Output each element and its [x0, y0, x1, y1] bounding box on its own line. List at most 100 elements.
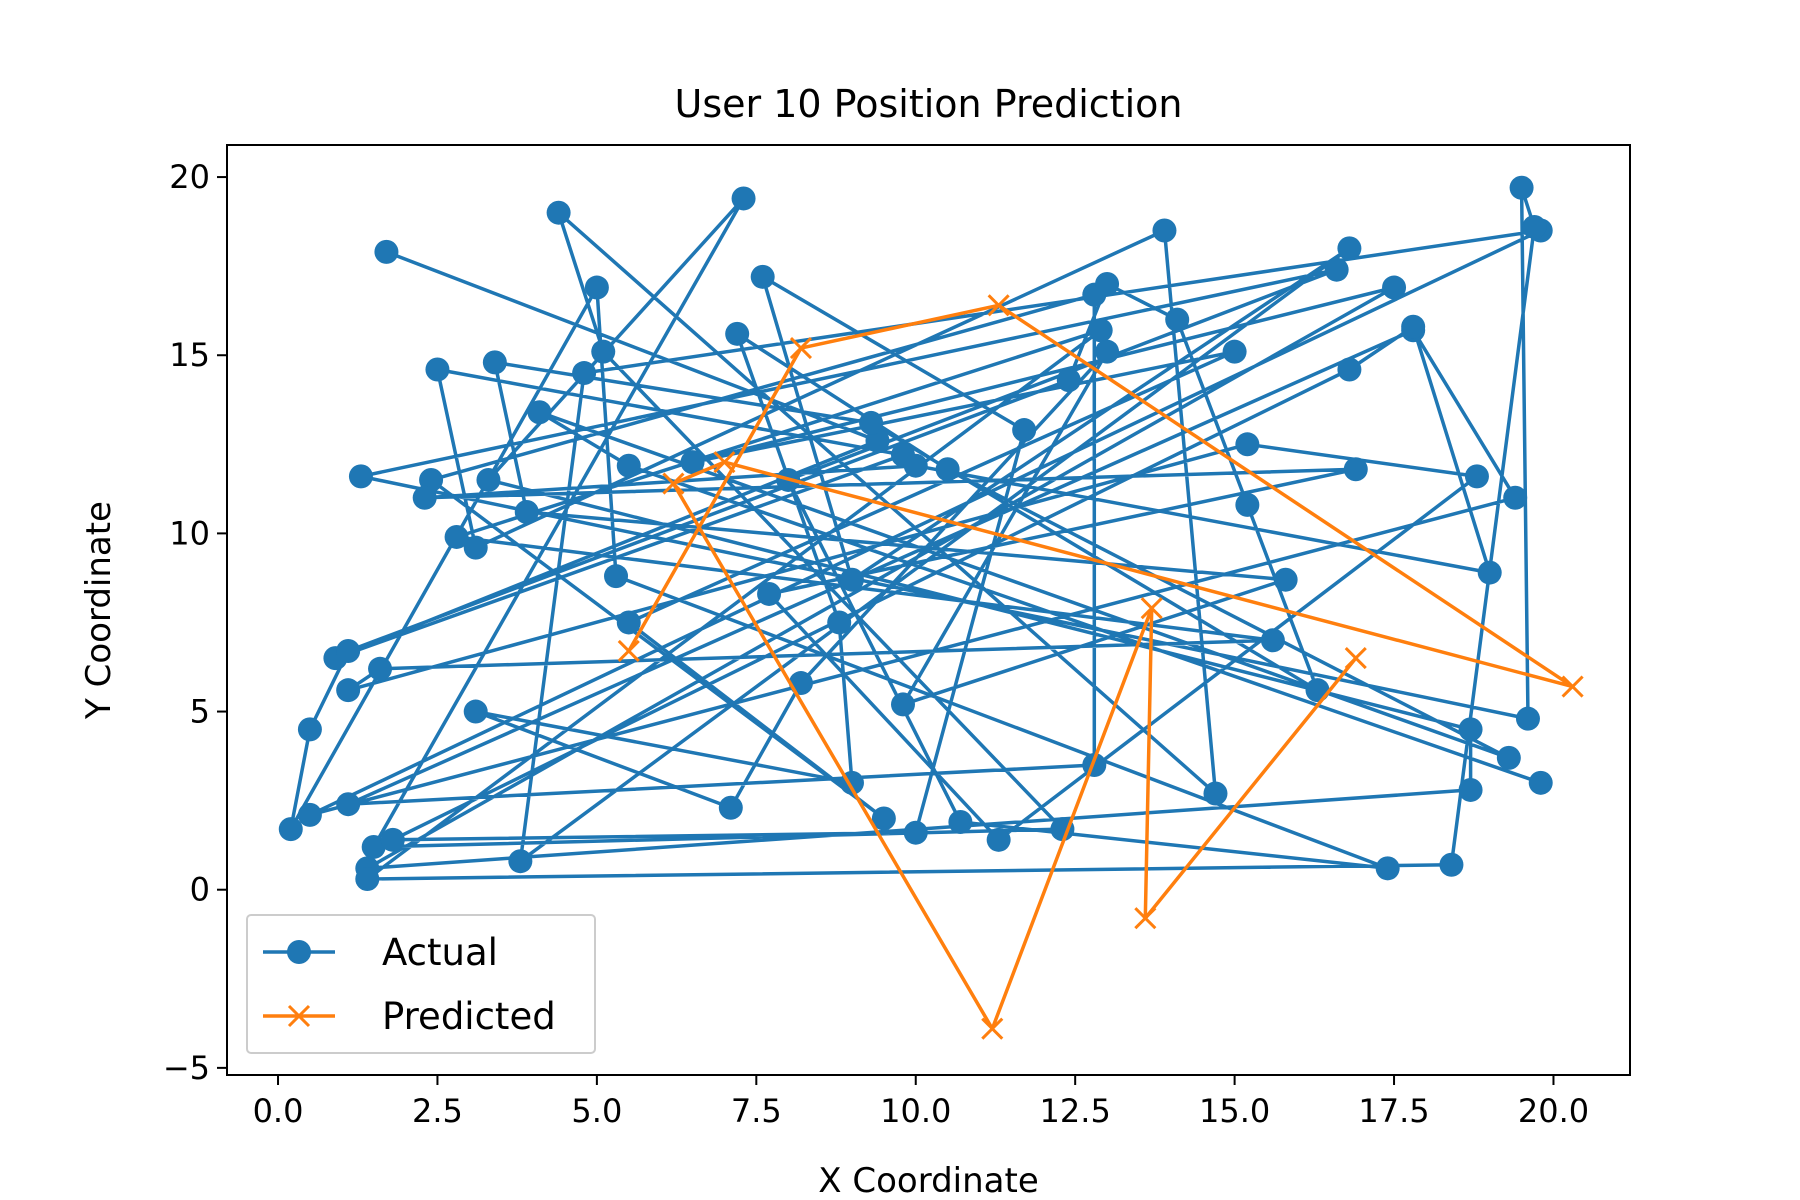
actual-point: [1012, 418, 1037, 443]
actual-point: [1382, 275, 1407, 300]
actual-point: [336, 678, 361, 703]
actual-point: [1509, 175, 1534, 200]
actual-point: [871, 806, 896, 831]
actual-point: [1273, 567, 1298, 592]
actual-point: [1203, 781, 1228, 806]
actual-point: [986, 827, 1011, 852]
legend-box: [246, 914, 596, 1054]
predicted-point: [713, 451, 736, 474]
legend-marker-actual: [287, 940, 311, 964]
predicted-point: [662, 472, 685, 495]
actual-point: [584, 275, 609, 300]
actual-point: [1458, 777, 1483, 802]
x-axis-label: X Coordinate: [818, 1161, 1039, 1200]
series-layer: [278, 175, 1584, 1040]
actual-point: [750, 264, 775, 289]
actual-point: [361, 834, 386, 859]
actual-point: [903, 820, 928, 845]
x-axis: 0.0 2.5 5.0 7.5 10.0 12.5 15.0 17.5 20.0: [253, 1075, 1589, 1130]
plot-frame: [226, 144, 1631, 1076]
legend-marker-predicted: [287, 1004, 311, 1028]
legend-label-predicted: Predicted: [382, 995, 556, 1038]
x-tick-label: 17.5: [1358, 1092, 1429, 1130]
actual-point: [680, 450, 705, 475]
actual-point: [935, 457, 960, 482]
x-tick-label: 0.0: [253, 1092, 304, 1130]
predicted-point: [1134, 907, 1157, 930]
x-tick-label: 10.0: [880, 1092, 951, 1130]
actual-point: [297, 717, 322, 742]
actual-point: [1503, 485, 1528, 510]
predicted-series: [617, 294, 1584, 1040]
y-tick-label: 10: [169, 514, 210, 552]
actual-point: [718, 795, 743, 820]
actual-point: [1528, 770, 1553, 795]
predicted-point: [981, 1017, 1004, 1040]
actual-point: [1305, 678, 1330, 703]
y-tick-label: 20: [169, 158, 210, 196]
actual-point: [380, 827, 405, 852]
actual-point: [336, 638, 361, 663]
y-tick-label: 5: [190, 693, 210, 731]
actual-point: [527, 400, 552, 425]
actual-point: [839, 567, 864, 592]
actual-point: [725, 321, 750, 346]
y-axis: −5 0 5 10 15 20: [163, 158, 227, 1087]
predicted-point: [1561, 675, 1584, 698]
actual-point: [1260, 628, 1285, 653]
actual-point: [604, 564, 629, 589]
actual-point: [572, 361, 597, 386]
actual-point: [1439, 852, 1464, 877]
actual-point: [1235, 432, 1260, 457]
actual-point: [827, 610, 852, 635]
actual-point: [546, 200, 571, 225]
x-tick-label: 15.0: [1199, 1092, 1270, 1130]
actual-point: [1477, 560, 1502, 585]
actual-point: [374, 239, 399, 264]
actual-point: [1324, 257, 1349, 282]
actual-point: [1464, 464, 1489, 489]
actual-point: [1522, 214, 1547, 239]
predicted-point: [1140, 597, 1163, 620]
actual-point: [355, 867, 380, 892]
chart-title: User 10 Position Prediction: [675, 82, 1183, 126]
actual-point: [1343, 457, 1368, 482]
actual-point: [476, 467, 501, 492]
actual-point: [1165, 307, 1190, 332]
y-tick-label: 0: [190, 871, 210, 909]
actual-point: [508, 849, 533, 874]
predicted-point: [1344, 647, 1367, 670]
y-tick-label: −5: [163, 1049, 210, 1087]
actual-point: [336, 792, 361, 817]
actual-point: [1235, 492, 1260, 517]
y-axis-label: Y Coordinate: [79, 501, 119, 720]
actual-point: [757, 581, 782, 606]
actual-point: [890, 692, 915, 717]
x-tick-label: 20.0: [1518, 1092, 1589, 1130]
predicted-point: [987, 294, 1010, 317]
actual-point: [412, 485, 437, 510]
legend-entry-actual: Actual: [263, 931, 498, 974]
actual-point: [482, 350, 507, 375]
actual-point: [1056, 368, 1081, 393]
actual-point: [948, 810, 973, 835]
predicted-point: [789, 337, 813, 360]
x-tick-label: 12.5: [1040, 1092, 1111, 1130]
predicted-point: [617, 639, 640, 663]
actual-point: [788, 671, 813, 696]
actual-point: [1458, 717, 1483, 742]
actual-point: [278, 817, 303, 842]
actual-point: [1337, 236, 1362, 261]
actual-point: [297, 802, 322, 827]
legend-label-actual: Actual: [382, 931, 498, 974]
actual-point: [903, 453, 928, 478]
actual-point: [444, 524, 469, 549]
actual-point: [368, 656, 393, 681]
actual-point: [859, 410, 884, 435]
actual-point: [1095, 271, 1120, 296]
x-tick-label: 7.5: [731, 1092, 782, 1130]
actual-point: [1095, 339, 1120, 364]
actual-point: [425, 357, 450, 382]
actual-series: [278, 175, 1553, 892]
